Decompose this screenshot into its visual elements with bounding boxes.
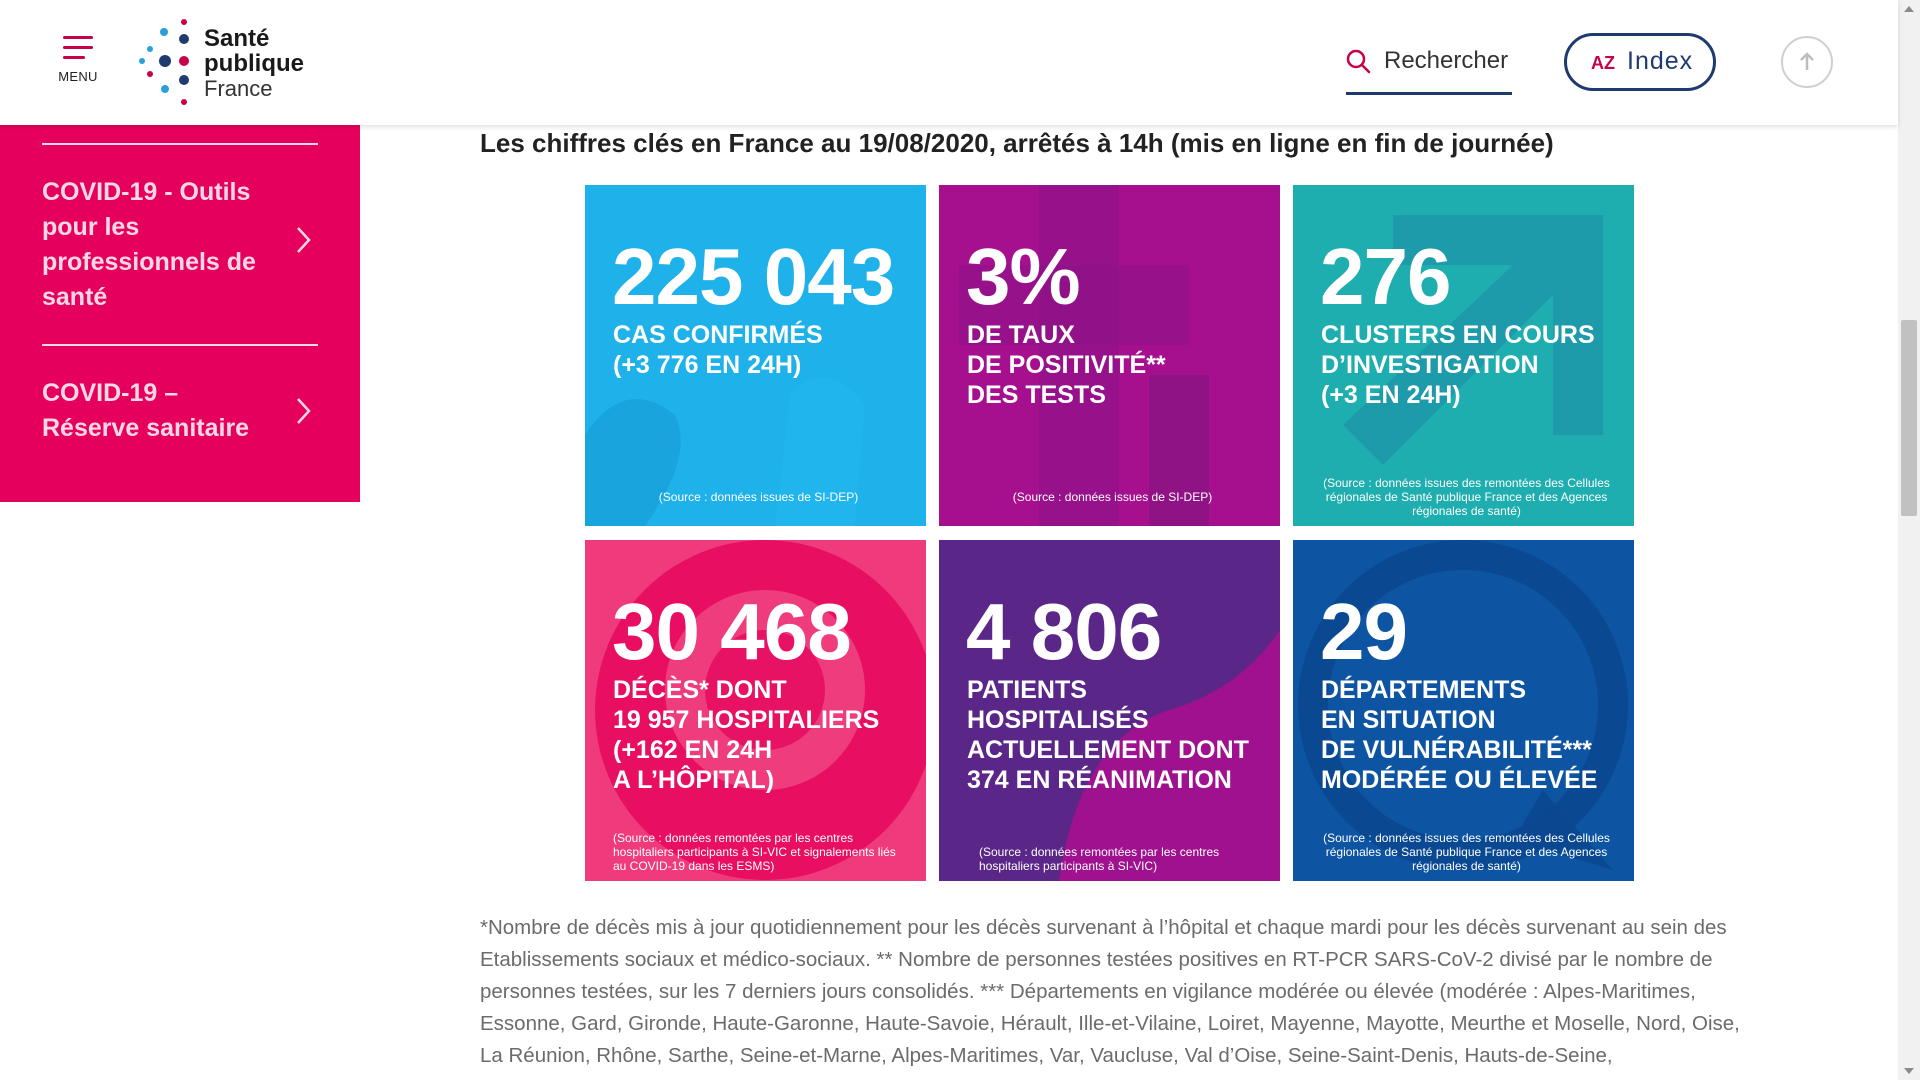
- scroll-top-button[interactable]: [1781, 36, 1833, 88]
- search-icon: [1346, 49, 1371, 74]
- tile-source: (Source : données remontées par les cent…: [613, 831, 896, 873]
- tile-desc-line: MODÉRÉE OU ÉLEVÉE: [1321, 766, 1598, 794]
- tile-desc-line: (+162 EN 24H: [613, 736, 773, 764]
- tile-desc-line: EN SITUATION: [1321, 706, 1496, 734]
- tile-desc-line: 19 957 HOSPITALIERS: [613, 706, 880, 734]
- menu-label: MENU: [58, 69, 98, 84]
- key-figures-infographic: 225 043 CAS CONFIRMÉS (+3 776 EN 24H) (S…: [585, 185, 1635, 881]
- logo-line-3: France: [204, 76, 273, 101]
- decorative-circle-shape: [595, 540, 926, 880]
- chevron-right-icon: [297, 398, 311, 424]
- tile-deaths: 30 468 DÉCÈS* DONT 19 957 HOSPITALIERS (…: [585, 540, 926, 881]
- tile-clusters: 276 CLUSTERS EN COURS D’INVESTIGATION (+…: [1293, 185, 1634, 526]
- footnote-text: *Nombre de décès mis à jour quotidiennem…: [480, 916, 1740, 1067]
- scroll-up-arrow-icon[interactable]: [1904, 6, 1914, 12]
- chevron-right-icon: [297, 227, 311, 253]
- tile-desc-line: (+3 EN 24H): [1321, 381, 1461, 409]
- tile-desc-line: HOSPITALISÉS: [967, 706, 1149, 734]
- tile-desc-line: D’INVESTIGATION: [1321, 351, 1539, 379]
- tile-desc-line: DE VULNÉRABILITÉ***: [1321, 736, 1592, 764]
- search-button[interactable]: Rechercher: [1346, 44, 1513, 95]
- logo-dots-icon: [139, 19, 189, 105]
- tile-description: DE TAUX DE POSITIVITÉ** DES TESTS: [967, 320, 1272, 410]
- scroll-down-arrow-icon[interactable]: [1904, 1068, 1914, 1074]
- sidebar: COVID-19 - Outils pour les professionnel…: [0, 125, 360, 502]
- tile-number: 225 043: [612, 232, 895, 321]
- tile-number: 30 468: [612, 587, 852, 676]
- tile-number: 4 806: [966, 587, 1162, 676]
- tile-positivity-rate: 3% DE TAUX DE POSITIVITÉ** DES TESTS (So…: [939, 185, 1280, 526]
- logo-line-2: publique: [204, 50, 304, 77]
- site-header: MENU Santé publique France Rechercher: [0, 0, 1898, 125]
- tile-desc-line: DE TAUX: [967, 321, 1075, 349]
- search-label: Rechercher: [1384, 47, 1509, 74]
- sidebar-item-label: COVID-19 – Réserve sanitaire: [42, 379, 250, 442]
- tile-number: 276: [1320, 232, 1451, 321]
- tile-description: DÉCÈS* DONT 19 957 HOSPITALIERS (+162 EN…: [613, 675, 918, 795]
- tile-desc-line: DES TESTS: [967, 381, 1106, 409]
- tile-desc-line: ACTUELLEMENT DONT: [967, 736, 1249, 764]
- tile-source: (Source : données issues des remontées d…: [1323, 831, 1610, 873]
- decorative-ring-shape: [1298, 540, 1628, 870]
- decorative-plus-shape: [959, 185, 1209, 526]
- tile-desc-line: (+3 776 EN 24H): [613, 351, 802, 379]
- decorative-arrow-shape: [1343, 215, 1603, 465]
- tile-source: (Source : données issues de SI-DEP): [1012, 490, 1213, 504]
- tile-description: DÉPARTEMENTS EN SITUATION DE VULNÉRABILI…: [1321, 675, 1626, 795]
- menu-icon-bar: [63, 46, 93, 49]
- decorative-shape: [585, 377, 865, 526]
- sidebar-item-outils-professionnels[interactable]: COVID-19 - Outils pour les professionnel…: [42, 175, 318, 315]
- tile-departments: 29 DÉPARTEMENTS EN SITUATION DE VULNÉRAB…: [1293, 540, 1634, 881]
- tile-number: 3%: [966, 232, 1081, 321]
- tile-source: (Source : données issues de SI-DEP): [658, 490, 859, 504]
- menu-icon-bar: [63, 56, 85, 59]
- sidebar-divider: [42, 344, 318, 346]
- site-logo[interactable]: Santé publique France: [138, 18, 308, 108]
- sidebar-item-label: COVID-19 - Outils pour les professionnel…: [42, 178, 256, 311]
- tile-source: (Source : données issues des remontées d…: [1323, 476, 1610, 518]
- tile-desc-line: DÉPARTEMENTS: [1321, 676, 1527, 704]
- tile-confirmed-cases: 225 043 CAS CONFIRMÉS (+3 776 EN 24H) (S…: [585, 185, 926, 526]
- tile-description: CLUSTERS EN COURS D’INVESTIGATION (+3 EN…: [1321, 320, 1626, 410]
- sidebar-divider: [42, 143, 318, 145]
- index-button[interactable]: AZ Index: [1564, 33, 1716, 91]
- tile-desc-line: CLUSTERS EN COURS: [1321, 321, 1595, 349]
- page-title: Les chiffres clés en France au 19/08/202…: [480, 128, 1554, 158]
- tile-desc-line: CAS CONFIRMÉS: [613, 321, 823, 349]
- az-icon: AZ: [1591, 53, 1615, 73]
- tile-description: PATIENTS HOSPITALISÉS ACTUELLEMENT DONT …: [967, 675, 1272, 795]
- tile-desc-line: DÉCÈS* DONT: [613, 676, 787, 704]
- decorative-curve-shape: [1059, 630, 1280, 881]
- menu-button[interactable]: MENU: [58, 36, 98, 86]
- index-label: Index: [1627, 47, 1694, 75]
- sidebar-item-reserve-sanitaire[interactable]: COVID-19 – Réserve sanitaire: [42, 376, 318, 446]
- page-scrollbar[interactable]: [1898, 0, 1920, 1080]
- tile-number: 29: [1320, 587, 1408, 676]
- tile-hospitalized: 4 806 PATIENTS HOSPITALISÉS ACTUELLEMENT…: [939, 540, 1280, 881]
- tile-desc-line: 374 EN RÉANIMATION: [967, 766, 1232, 794]
- menu-icon: [63, 36, 93, 39]
- tile-desc-line: DE POSITIVITÉ**: [967, 351, 1166, 379]
- arrow-up-icon: [1800, 52, 1814, 70]
- logo-line-1: Santé: [204, 25, 270, 52]
- tile-source: (Source : données remontées par les cent…: [979, 845, 1220, 873]
- scrollbar-thumb[interactable]: [1901, 320, 1917, 516]
- tile-desc-line: PATIENTS: [967, 676, 1087, 704]
- tile-description: CAS CONFIRMÉS (+3 776 EN 24H): [613, 320, 918, 380]
- tile-desc-line: A L’HÔPITAL): [613, 766, 775, 794]
